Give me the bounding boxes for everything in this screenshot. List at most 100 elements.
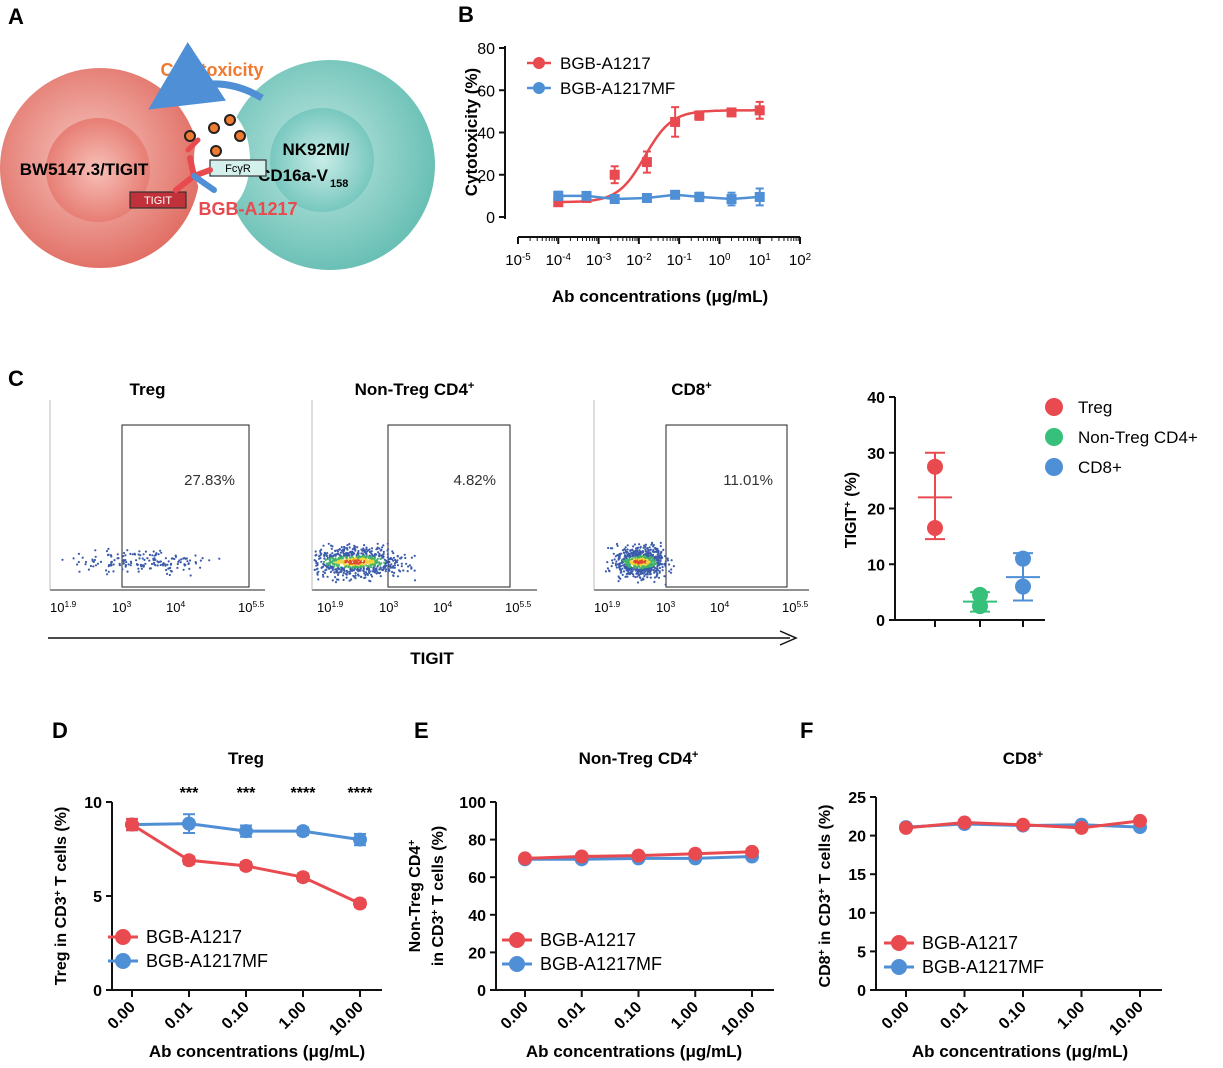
legend-marker <box>509 932 525 948</box>
flow-event <box>661 565 664 569</box>
flow-event <box>353 547 356 550</box>
flow-x-tick-label: 105.5 <box>782 599 809 615</box>
flow-event <box>337 567 341 570</box>
flow-event <box>125 561 128 564</box>
data-point <box>353 832 367 847</box>
flow-gate <box>387 424 511 588</box>
flow-event <box>326 565 329 568</box>
flow-event <box>96 562 100 565</box>
y-axis-label: Non-Treg CD4+ <box>407 840 425 953</box>
flow-event <box>656 553 659 556</box>
flow-event <box>378 552 381 556</box>
flow-event <box>343 563 346 566</box>
flow-event <box>91 558 94 561</box>
data-point <box>972 598 988 615</box>
flow-event <box>650 565 654 568</box>
flow-event <box>337 561 340 564</box>
flow-gate-percent: 11.01% <box>723 472 773 489</box>
flow-event <box>370 547 374 550</box>
panel-c: C TIGIT <box>8 366 798 668</box>
left-cell-label: BW5147.3/TIGIT <box>20 160 149 179</box>
y-tick-label: 40 <box>867 390 885 407</box>
y-tick-label: 15 <box>848 867 866 884</box>
flow-event <box>319 554 322 557</box>
flow-event <box>624 575 627 578</box>
flow-event <box>345 576 348 579</box>
flow-event <box>355 561 358 564</box>
flow-event <box>340 567 343 570</box>
flow-event <box>362 547 365 550</box>
flow-event <box>388 560 391 564</box>
y-tick-label: 0 <box>857 983 866 1000</box>
x-axis-label: Ab concentrations (μg/mL) <box>552 287 768 306</box>
flow-event <box>370 550 373 553</box>
y-axis-label: Treg in CD3+ T cells (%) <box>53 807 71 986</box>
y-tick-label: 5 <box>93 889 102 906</box>
flow-event <box>331 567 334 570</box>
flow-event <box>186 560 189 563</box>
flow-event <box>632 551 635 554</box>
flow-event <box>368 571 371 575</box>
flow-event <box>639 559 642 563</box>
flow-event <box>633 564 636 568</box>
flow-event <box>357 549 360 553</box>
flow-event <box>628 558 631 561</box>
flow-event <box>363 560 366 564</box>
flow-event <box>356 565 360 569</box>
flow-event <box>402 569 405 572</box>
flow-event <box>162 562 165 565</box>
data-point <box>296 870 310 885</box>
flow-event <box>331 579 334 582</box>
flow-event <box>632 563 635 566</box>
flow-plot-1: Treg 27.83% 101.9 103 104 105.5 <box>49 380 265 615</box>
legend-label: BGB-A1217MF <box>922 957 1044 977</box>
flow-event <box>359 558 362 561</box>
data-point <box>1015 550 1031 567</box>
flow-event <box>650 543 653 546</box>
flow-event <box>632 557 636 561</box>
flow-event <box>169 566 172 570</box>
data-point <box>353 896 367 911</box>
flow-event <box>138 550 141 553</box>
flow-event <box>329 570 332 574</box>
flow-event <box>647 555 650 558</box>
flow-event <box>189 574 192 577</box>
flow-event <box>406 570 409 573</box>
flow-event <box>405 562 408 565</box>
flow-x-tick-label: 103 <box>112 599 131 615</box>
flow-event <box>393 571 396 575</box>
flow-event <box>670 568 673 571</box>
flow-event <box>626 544 629 547</box>
flow-event <box>72 557 75 560</box>
flow-event <box>345 573 348 576</box>
flow-event <box>314 550 317 553</box>
legend-marker <box>533 57 545 69</box>
flow-event <box>389 564 392 568</box>
flow-event <box>360 575 363 579</box>
flow-x-tick-label: 101.9 <box>50 599 77 615</box>
flow-event <box>623 555 626 558</box>
flow-event <box>126 549 129 552</box>
flow-event <box>641 578 645 581</box>
flow-event <box>359 565 362 568</box>
legend-marker <box>1045 458 1063 476</box>
flow-event <box>376 571 380 574</box>
chart-title: Treg <box>228 749 264 768</box>
flow-event <box>643 575 646 578</box>
flow-event <box>326 575 329 578</box>
chart-d: D Treg 0 5 10 0.00 0.01 0.10 1.00 10.00 Ab concent… <box>52 718 382 1061</box>
flow-event <box>620 552 623 555</box>
flow-event <box>361 562 364 566</box>
flow-event <box>644 543 648 546</box>
flow-event <box>638 556 641 559</box>
flow-event <box>348 565 351 568</box>
flow-event <box>639 550 642 553</box>
flow-event <box>382 550 385 554</box>
flow-event <box>170 562 173 565</box>
flow-event <box>364 576 367 579</box>
flow-event <box>641 567 645 570</box>
flow-event <box>396 564 400 567</box>
flow-event <box>345 547 348 550</box>
flow-event <box>137 570 140 573</box>
flow-event <box>365 571 368 574</box>
